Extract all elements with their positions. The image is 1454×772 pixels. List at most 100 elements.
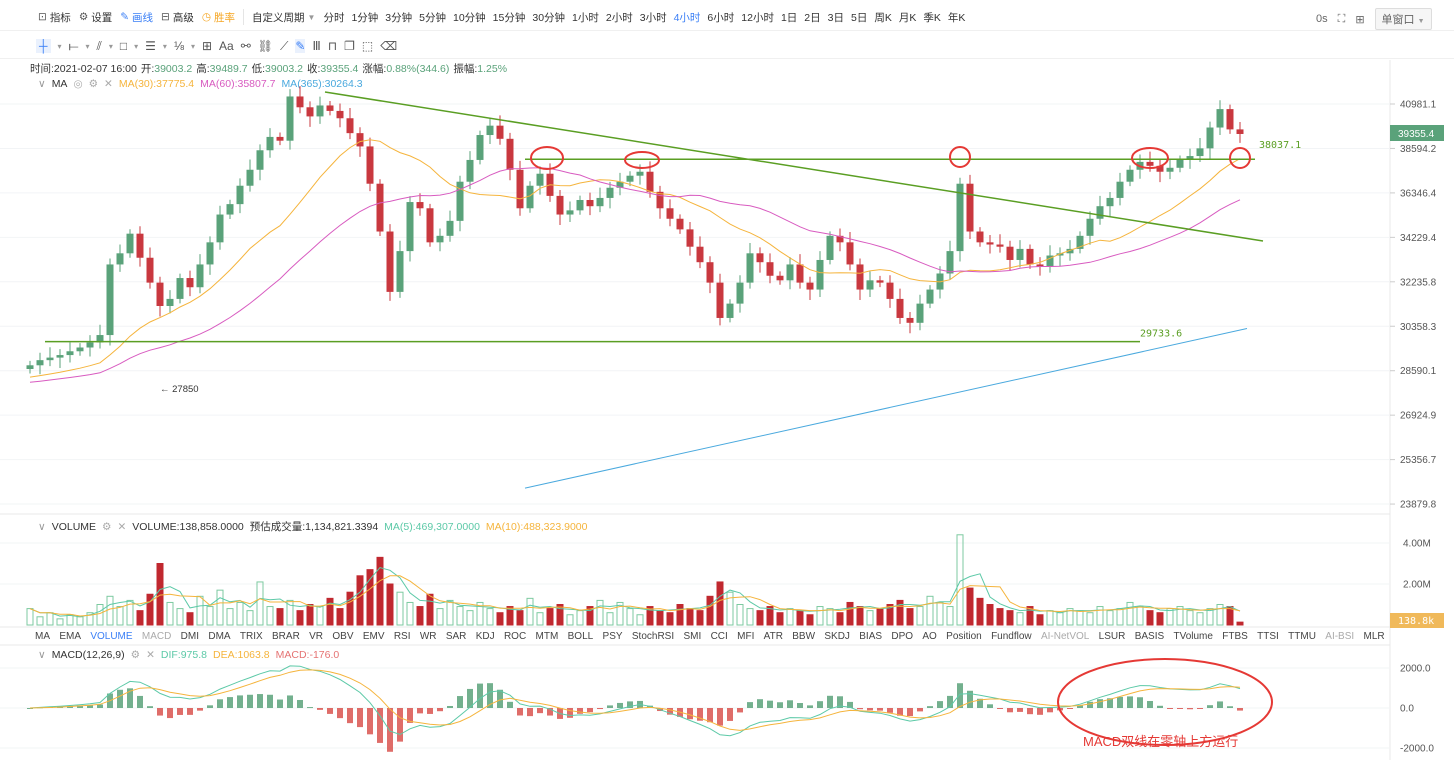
eye-icon[interactable]: ◎ — [73, 78, 83, 90]
lock-icon[interactable]: ⊓ — [327, 39, 338, 53]
collapse-icon[interactable]: ∨ — [38, 649, 46, 661]
gear-icon[interactable]: ⚙ — [130, 649, 141, 661]
tab-emv[interactable]: EMV — [362, 631, 385, 642]
tab-ai-netvol[interactable]: AI-NetVOL — [1040, 631, 1090, 642]
ruler-icon[interactable]: ⟋ — [280, 38, 289, 53]
period-月K[interactable]: 月K — [898, 11, 917, 24]
tab-volume[interactable]: VOLUME — [90, 631, 133, 642]
period-3小时[interactable]: 3小时 — [639, 11, 667, 24]
period-10分钟[interactable]: 10分钟 — [452, 11, 486, 24]
period-2日[interactable]: 2日 — [804, 11, 821, 24]
period-1日[interactable]: 1日 — [780, 11, 798, 24]
period-季K[interactable]: 季K — [923, 11, 941, 24]
tab-ao[interactable]: AO — [922, 631, 937, 642]
tab-bbw[interactable]: BBW — [792, 631, 816, 642]
crosshair-icon[interactable]: ┼ — [36, 39, 51, 53]
draw-line-button[interactable]: ✎ 画线 — [120, 11, 154, 24]
add-window-icon[interactable]: ⊞ — [1355, 13, 1365, 26]
tab-mtm[interactable]: MTM — [535, 631, 559, 642]
gear-icon[interactable]: ⚙ — [102, 520, 112, 533]
tab-position[interactable]: Position — [946, 631, 982, 642]
period-5分钟[interactable]: 5分钟 — [419, 11, 446, 24]
tab-mlr[interactable]: MLR — [1363, 631, 1385, 642]
tab-skdj[interactable]: SKDJ — [824, 631, 850, 642]
tab-ma[interactable]: MA — [35, 631, 50, 642]
fibonacci-icon[interactable]: ⅛ — [173, 39, 184, 53]
tab-lsur[interactable]: LSUR — [1098, 631, 1126, 642]
window-mode-dropdown[interactable]: 单窗口 ▼ — [1374, 8, 1432, 30]
tab-kdj[interactable]: KDJ — [475, 631, 495, 642]
period-12小时[interactable]: 12小时 — [741, 11, 774, 24]
tab-bias[interactable]: BIAS — [859, 631, 883, 642]
close-icon[interactable]: ✕ — [104, 78, 113, 90]
win-rate-button[interactable]: ◷ 胜率 — [201, 11, 236, 24]
tab-cci[interactable]: CCI — [710, 631, 728, 642]
tab-psy[interactable]: PSY — [602, 631, 623, 642]
trend-line-icon[interactable]: ⫽ — [96, 38, 102, 53]
tab-boll[interactable]: BOLL — [567, 631, 594, 642]
period-1小时[interactable]: 1小时 — [572, 11, 599, 24]
tab-mfi[interactable]: MFI — [737, 631, 755, 642]
tab-fundflow[interactable]: Fundflow — [991, 631, 1032, 642]
period-3日[interactable]: 3日 — [827, 11, 844, 24]
tab-dpo[interactable]: DPO — [891, 631, 914, 642]
period-5日[interactable]: 5日 — [850, 11, 868, 24]
chevron-down-icon[interactable]: ▾ — [190, 41, 195, 51]
custom-period-dropdown[interactable]: 自定义周期 ▼ — [252, 11, 316, 24]
chevron-down-icon[interactable]: ▾ — [108, 41, 113, 51]
screenshot-icon[interactable]: ⬚ — [361, 39, 374, 53]
tab-macd[interactable]: MACD — [141, 631, 172, 642]
period-1分钟[interactable]: 1分钟 — [351, 11, 379, 24]
chevron-down-icon[interactable]: ▾ — [134, 41, 139, 51]
period-15分钟[interactable]: 15分钟 — [492, 11, 526, 24]
period-分时[interactable]: 分时 — [323, 11, 345, 24]
trash-icon[interactable]: ⌫ — [380, 39, 398, 53]
close-icon[interactable]: ✕ — [146, 649, 155, 661]
magnet-icon[interactable]: ⚯ — [240, 39, 251, 53]
chevron-down-icon[interactable]: ▾ — [85, 41, 90, 51]
copy-icon[interactable]: ❐ — [344, 39, 355, 53]
tab-trix[interactable]: TRIX — [239, 631, 263, 642]
tab-ai-bsi[interactable]: AI-BSI — [1325, 631, 1355, 642]
measure-icon[interactable]: ⊞ — [201, 39, 213, 53]
tab-atr[interactable]: ATR — [763, 631, 783, 642]
parallel-lines-icon[interactable]: ☰ — [145, 39, 156, 53]
collapse-icon[interactable]: ∨ — [38, 78, 46, 90]
tab-ema[interactable]: EMA — [59, 631, 81, 642]
rectangle-icon[interactable]: □ — [119, 39, 128, 53]
settings-button[interactable]: ⚙ 设置 — [78, 11, 113, 24]
brush-icon[interactable]: ✎ — [295, 39, 306, 53]
tab-smi[interactable]: SMI — [683, 631, 702, 642]
fullscreen-icon[interactable]: ⛶ — [1337, 12, 1346, 25]
tab-ttmu[interactable]: TTMU — [1288, 631, 1316, 642]
period-3分钟[interactable]: 3分钟 — [385, 11, 413, 24]
tab-ftbs[interactable]: FTBS — [1222, 631, 1248, 642]
chevron-down-icon[interactable]: ▾ — [162, 41, 167, 51]
tab-tvolume[interactable]: TVolume — [1173, 631, 1213, 642]
collapse-icon[interactable]: ∨ — [38, 520, 46, 533]
tab-obv[interactable]: OBV — [332, 631, 354, 642]
indicator-button[interactable]: ⊡ 指标 — [38, 11, 71, 24]
tab-wr[interactable]: WR — [419, 631, 437, 642]
tab-dma[interactable]: DMA — [208, 631, 231, 642]
pattern-icon[interactable]: Ⅲ — [312, 39, 321, 53]
period-4小时[interactable]: 4小时 — [673, 11, 701, 24]
period-6小时[interactable]: 6小时 — [707, 11, 735, 24]
link-icon[interactable]: ⛓ — [257, 39, 274, 53]
tab-basis[interactable]: BASIS — [1134, 631, 1165, 642]
text-tool[interactable]: Aa — [219, 39, 234, 53]
tab-rsi[interactable]: RSI — [393, 631, 411, 642]
advanced-button[interactable]: ⊟ 高级 — [161, 11, 194, 24]
gear-icon[interactable]: ⚙ — [88, 78, 99, 90]
tab-vr[interactable]: VR — [309, 631, 324, 642]
period-2小时[interactable]: 2小时 — [605, 11, 633, 24]
tab-stochrsi[interactable]: StochRSI — [631, 631, 675, 642]
period-30分钟[interactable]: 30分钟 — [532, 11, 566, 24]
chevron-down-icon[interactable]: ▾ — [57, 41, 62, 51]
tab-roc[interactable]: ROC — [503, 631, 527, 642]
tab-brar[interactable]: BRAR — [272, 631, 300, 642]
close-icon[interactable]: ✕ — [117, 520, 127, 533]
tab-ttsi[interactable]: TTSI — [1257, 631, 1279, 642]
tab-sar[interactable]: SAR — [445, 631, 467, 642]
